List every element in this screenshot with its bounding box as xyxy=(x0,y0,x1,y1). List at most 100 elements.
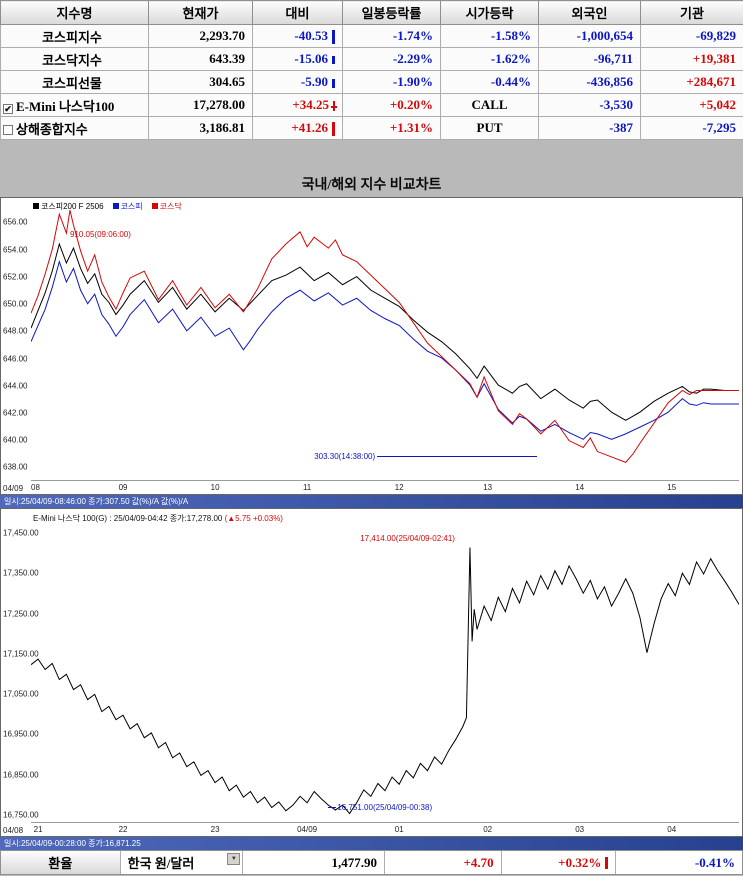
open-rate-cell: PUT xyxy=(440,116,539,140)
y-axis-label: 17,350.00 xyxy=(3,568,39,578)
chart1-x-axis: 08 09 10 11 12 13 14 15 xyxy=(31,483,739,493)
chart1-statusbar[interactable]: 일시:25/04/09-08:46:00 종가:307.50 값(%)/A 값(… xyxy=(0,495,743,508)
chart2-title: E-Mini 나스닥 100(G) : 25/04/09-04:42 종가:17… xyxy=(33,513,283,524)
chart1-low-annotation: 303.30(14:38:00) xyxy=(314,452,538,462)
nasdaq-chart: E-Mini 나스닥 100(G) : 25/04/09-04:42 종가:17… xyxy=(0,508,743,837)
y-axis-label: 640.00 xyxy=(3,435,28,445)
x-axis-label: 08 xyxy=(31,483,40,492)
exchange-rate-percent: +0.32% xyxy=(502,851,617,874)
change-cell: -40.53 xyxy=(252,24,343,48)
current-price-cell: 2,293.70 xyxy=(148,24,253,48)
intraday-comparison-chart: 코스피200 F 2506 코스피 코스닥 656.00 654.00 652.00 65… xyxy=(0,197,743,495)
exchange-rate-label: 환율 xyxy=(1,851,121,874)
chart2-low-annotation: 16,751.00(25/04/09-00:38) xyxy=(328,803,432,812)
index-row[interactable]: ✔ E-Mini 나스닥100 17,278.00 +34.25 +0.20% CALL -… xyxy=(0,93,743,117)
index-table-body: 코스피지수 2,293.70 -40.53 -1.74% -1.58% -1,000,65… xyxy=(0,24,743,140)
y-axis-label: 656.00 xyxy=(3,217,28,227)
current-price-cell: 3,186.81 xyxy=(148,116,253,140)
legend-swatch-icon xyxy=(151,203,158,209)
annotation-callout-line xyxy=(377,456,538,458)
change-cell: -15.06 xyxy=(252,47,343,71)
foreign-net-cell: -436,856 xyxy=(538,70,641,94)
x-axis-label: 12 xyxy=(394,483,404,492)
institution-net-cell: -7,295 xyxy=(640,116,743,140)
change-candle-icon xyxy=(332,78,335,88)
exchange-rate-percent-value: +0.32% xyxy=(558,854,602,870)
currency-selector[interactable]: 한국 원/달러 ▼ xyxy=(121,851,244,874)
y-axis-label: 638.00 xyxy=(3,462,28,472)
index-name-cell: 코스피지수 xyxy=(0,24,149,48)
column-header: 외국인 xyxy=(538,0,641,25)
y-axis-label: 16,750.00 xyxy=(3,810,39,820)
x-axis-label: 21 xyxy=(33,825,43,834)
chart1-low-annotation-text: 303.30(14:38:00) xyxy=(314,452,376,462)
x-axis-label: 11 xyxy=(302,483,312,492)
foreign-net-cell: -387 xyxy=(538,116,641,140)
chart1-legend: 코스피200 F 2506 코스피 코스닥 xyxy=(33,201,182,212)
chart1-plot-area[interactable]: 910.05(09:06:00) 303.30(14:38:00) xyxy=(31,202,739,481)
index-row[interactable]: 코스피선물 304.65 -5.90 -1.90% -0.44% -436,856 +284… xyxy=(0,70,743,94)
x-axis-label: 09 xyxy=(118,483,128,492)
y-axis-label: 650.00 xyxy=(3,299,28,309)
change-cell: +34.25 xyxy=(252,93,343,117)
column-header: 기관 xyxy=(640,0,743,25)
open-rate-cell: CALL xyxy=(440,93,539,117)
y-axis-label: 644.00 xyxy=(3,381,28,391)
y-axis-label: 17,250.00 xyxy=(3,609,39,619)
open-rate-cell: -1.62% xyxy=(440,47,539,71)
legend-item: 코스피200 F 2506 xyxy=(33,201,104,212)
open-rate-cell: -1.58% xyxy=(440,24,539,48)
exchange-rate-price: 1,477.90 xyxy=(243,851,385,874)
index-checkbox[interactable]: ✔ xyxy=(3,103,13,114)
current-price-cell: 643.39 xyxy=(148,47,253,71)
chart1-date-label: 04/09 xyxy=(3,484,24,493)
column-header: 일봉등락률 xyxy=(342,0,441,25)
chart2-status-text: 일시:25/04/09-00:28:00 종가:16,871.25 xyxy=(4,839,141,848)
foreign-net-cell: -3,530 xyxy=(538,93,641,117)
column-header: 대비 xyxy=(252,0,343,25)
y-axis-label: 17,450.00 xyxy=(3,528,39,538)
index-checkbox[interactable] xyxy=(3,124,13,135)
chart2-title-main: E-Mini 나스닥 100(G) : 25/04/09-04:42 종가:17… xyxy=(33,514,223,523)
change-cell: +41.26 xyxy=(252,116,343,140)
daily-rate-cell: -1.74% xyxy=(342,24,441,48)
table-header-row: 지수명 현재가 대비 일봉등락률 시가등락 외국인 기관 xyxy=(0,0,743,25)
series-line xyxy=(31,547,739,813)
chart2-date-label: 04/08 xyxy=(3,826,24,835)
series-line xyxy=(31,262,739,440)
index-row[interactable]: 코스피지수 2,293.70 -40.53 -1.74% -1.58% -1,000,65… xyxy=(0,24,743,48)
change-candle-icon xyxy=(332,122,335,136)
annotation-tick-line xyxy=(328,806,337,808)
currency-selector-value: 한국 원/달러 xyxy=(127,856,195,871)
chart1-high-annotation: 910.05(09:06:00) xyxy=(69,229,131,239)
current-price-cell: 304.65 xyxy=(148,70,253,94)
change-candle-icon xyxy=(331,101,337,112)
legend-swatch-icon xyxy=(33,203,39,209)
index-name-cell: 상해종합지수 xyxy=(0,116,149,140)
legend-item: 코스닥 xyxy=(151,201,182,212)
legend-swatch-icon xyxy=(112,203,119,209)
chart2-low-annotation-text: 16,751.00(25/04/09-00:38) xyxy=(337,802,433,812)
y-axis-label: 17,050.00 xyxy=(3,689,39,699)
x-axis-label: 04/09 xyxy=(297,825,318,834)
column-header: 지수명 xyxy=(0,0,149,25)
chart1-y-axis: 656.00 654.00 652.00 650.00 648.00 646.00 644.… xyxy=(1,202,30,481)
section-title: 국내/해외 지수 비교차트 xyxy=(301,178,442,193)
y-axis-label: 652.00 xyxy=(3,272,28,282)
index-row[interactable]: 코스닥지수 643.39 -15.06 -2.29% -1.62% -96,711 +19,… xyxy=(0,47,743,71)
index-row[interactable]: 상해종합지수 3,186.81 +41.26 +1.31% PUT -387 -7,295 xyxy=(0,116,743,140)
chart1-status-text: 일시:25/04/09-08:46:00 종가:307.50 값(%)/A 값(… xyxy=(4,497,189,506)
change-cell: -5.90 xyxy=(252,70,343,94)
chart2-title-change: (▲5.75 +0.03%) xyxy=(224,514,283,523)
y-axis-label: 648.00 xyxy=(3,326,28,336)
chart2-statusbar[interactable]: 일시:25/04/09-00:28:00 종가:16,871.25 xyxy=(0,837,743,850)
x-axis-label: 22 xyxy=(118,825,128,834)
chart2-plot-area[interactable]: 17,414.00(25/04/09-02:41) 16,751.00(25/0… xyxy=(31,525,739,823)
x-axis-label: 10 xyxy=(210,483,220,492)
x-axis-label: 04 xyxy=(667,825,677,834)
institution-net-cell: +19,381 xyxy=(640,47,743,71)
daily-rate-cell: +0.20% xyxy=(342,93,441,117)
x-axis-label: 14 xyxy=(575,483,585,492)
y-axis-label: 642.00 xyxy=(3,408,28,418)
dropdown-arrow-icon[interactable]: ▼ xyxy=(227,853,241,865)
